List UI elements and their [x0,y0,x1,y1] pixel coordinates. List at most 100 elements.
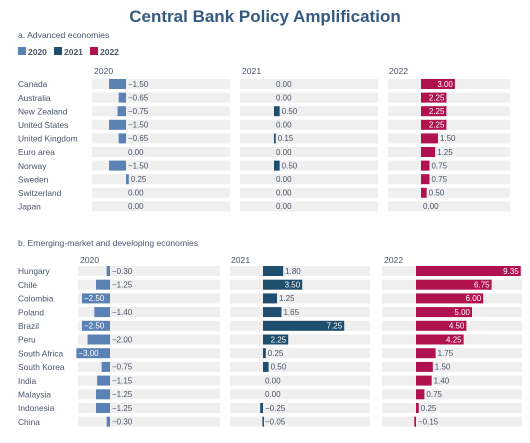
bar-2020-norway [109,160,126,171]
value-label-2020-chile: −1.25 [112,281,133,290]
value-label-2020-united-kingdom: −0.65 [128,134,149,143]
bar-2022-euro-area [421,147,436,157]
bar-2020-australia [118,92,126,103]
category-label-china: China [18,417,40,427]
value-label-2022-south-korea: 1.50 [435,363,451,372]
bar-2022-canada [421,79,455,89]
value-label-2020-hungary: −0.30 [112,267,133,276]
row-background [92,92,230,103]
bar-2020-united-kingdom [118,133,126,144]
chart-title: Central Bank Policy Amplification [129,7,400,26]
bar-2022-peru [416,334,464,345]
row-background [92,187,230,198]
bar-2021-south-africa [263,348,266,359]
bar-2020-malaysia [96,389,110,400]
value-label-2022-poland: 5.00 [454,308,470,317]
row-background [230,307,370,318]
value-label-2022-indonesia: 0.25 [421,404,437,413]
row-background [78,375,220,386]
row-background [78,266,220,276]
column-header-2022: 2022 [389,66,408,76]
row-background [230,375,370,386]
row-background [78,361,220,372]
row-background [388,201,510,212]
value-label-2022-south-africa: 1.75 [438,349,454,358]
legend-swatch-2022 [90,47,98,55]
bar-2020-colombia [82,293,110,304]
row-background [78,320,220,331]
value-label-2020-switzerland: 0.00 [128,189,144,198]
category-label-south-korea: South Korea [18,362,65,372]
row-background [92,133,230,144]
category-label-norway: Norway [18,161,47,171]
value-label-2020-canada: −1.50 [128,80,149,89]
category-label-sweden: Sweden [18,174,49,184]
value-label-2021-sweden: 0.00 [276,175,292,184]
panel-subtitle-2: b. Emerging-market and developing econom… [18,238,198,248]
bar-2022-colombia [416,293,484,304]
row-background [230,389,370,400]
value-label-2022-hungary: 9.35 [503,267,519,276]
value-label-2022-peru: 4.25 [446,335,462,344]
value-label-2022-new-zealand: 2.25 [429,107,445,116]
column-header-2020: 2020 [80,255,99,265]
bar-2022-chile [416,279,492,290]
row-background [240,147,378,157]
category-label-australia: Australia [18,93,51,103]
bar-2020-indonesia [96,403,110,413]
category-label-chile: Chile [18,280,37,290]
row-background [240,106,378,117]
bar-2022-poland [416,307,472,318]
value-label-2020-japan: 0.00 [128,202,144,211]
category-label-india: India [18,376,37,386]
bar-2020-south-africa [76,348,110,359]
legend-label-2020: 2020 [28,47,47,57]
value-label-2021-hungary: 1.80 [285,267,301,276]
value-label-2022-brazil: 4.50 [449,322,465,331]
bar-2022-south-africa [416,348,436,359]
row-background [230,293,370,304]
row-background [388,160,510,171]
row-background [78,307,220,318]
value-label-2022-sweden: 0.75 [431,175,447,184]
bar-2021-brazil [263,320,345,331]
bar-2020-brazil [82,320,110,331]
value-label-2022-switzerland: 0.50 [429,189,445,198]
value-label-2020-malaysia: −1.25 [112,390,133,399]
value-label-2020-sweden: 0.25 [131,175,147,184]
value-label-2022-australia: 2.25 [429,93,445,102]
bar-2020-peru [87,334,110,345]
legend-swatch-2021 [54,47,62,55]
row-background [78,334,220,345]
row-background [78,279,220,290]
value-label-2022-japan: 0.00 [423,202,439,211]
row-background [382,416,522,427]
value-label-2020-south-korea: −0.75 [112,363,133,372]
value-label-2020-norway: −1.50 [128,161,149,170]
category-label-indonesia: Indonesia [18,403,55,413]
bar-2022-south-korea [416,361,433,372]
bar-2020-united-states [109,119,126,130]
value-label-2021-euro-area: 0.00 [276,148,292,157]
value-label-2020-poland: −1.40 [112,308,133,317]
legend-label-2021: 2021 [64,47,83,57]
row-background [382,389,522,400]
value-label-2022-norway: 0.75 [431,161,447,170]
column-header-2022: 2022 [384,255,403,265]
row-background [240,92,378,103]
bar-2021-norway [274,160,280,171]
bar-2022-switzerland [421,187,427,198]
row-background [240,133,378,144]
category-label-canada: Canada [18,79,48,89]
row-background [388,147,510,157]
value-label-2021-colombia: 1.25 [279,294,295,303]
row-background [388,92,510,103]
row-background [78,389,220,400]
category-label-hungary: Hungary [18,266,50,276]
legend-label-2022: 2022 [100,47,119,57]
row-background [230,266,370,276]
value-label-2020-brazil: −2.50 [84,322,105,331]
row-background [92,119,230,130]
row-background [92,147,230,157]
row-background [240,174,378,185]
